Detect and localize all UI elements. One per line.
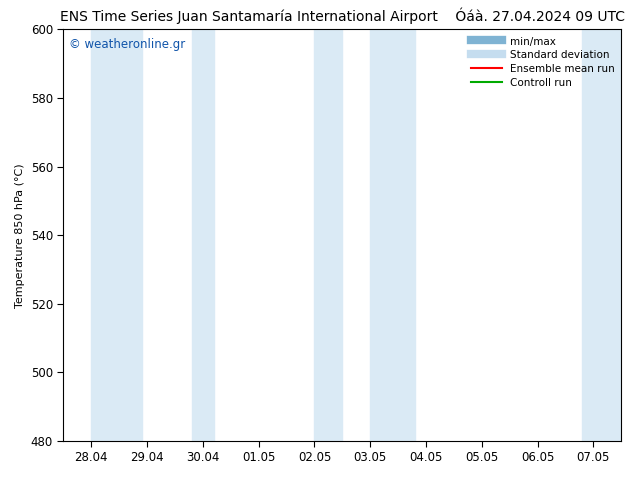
Bar (314, 29, 342, 441)
Title: ENS Time Series Juan Santamaría International Airport    Óáà. 27.04.2024 09 UTC: ENS Time Series Juan Santamaría Internat… (60, 7, 625, 24)
Y-axis label: Temperature 850 hPa (°C): Temperature 850 hPa (°C) (15, 163, 25, 308)
Legend: min/max, Standard deviation, Ensemble mean run, Controll run: min/max, Standard deviation, Ensemble me… (467, 31, 619, 93)
Bar (582, 29, 621, 441)
Text: © weatheronline.gr: © weatheronline.gr (69, 38, 185, 50)
Bar (191, 29, 214, 441)
Bar (91, 29, 141, 441)
Bar (370, 29, 415, 441)
